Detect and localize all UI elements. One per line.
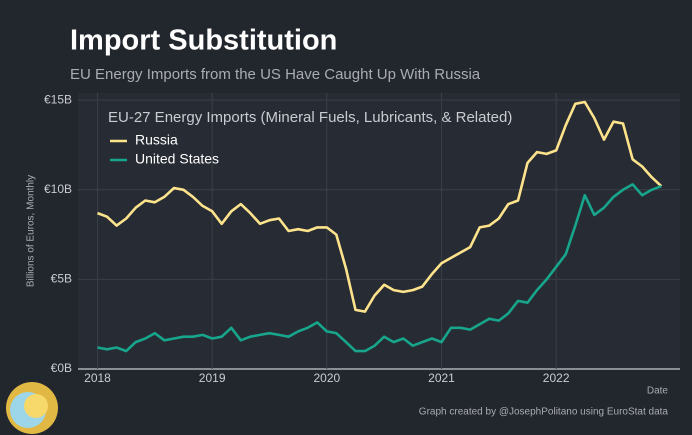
logo [6,382,58,434]
x-tick-label: 2019 [199,371,226,385]
series-line [97,100,663,313]
x-tick-label: 2018 [84,371,111,385]
y-tick-label: €0B [51,361,72,375]
legend-label: United States [135,151,219,167]
series-line [97,183,662,353]
y-tick-label: €5B [51,272,72,286]
x-tick-label: 2021 [428,371,455,385]
plot-area [78,93,680,369]
x-tick-label: 2020 [313,371,340,385]
legend-label: Russia [135,132,178,148]
y-tick-label: €10B [44,182,72,196]
legend-title: EU-27 Energy Imports (Mineral Fuels, Lub… [108,109,512,126]
x-tick-label: 2022 [543,371,570,385]
chart-title: Import Substitution [70,25,337,57]
chart-subtitle: EU Energy Imports from the US Have Caugh… [70,66,481,83]
caption: Graph created by @JosephPolitano using E… [419,407,669,418]
x-axis-label: Date [647,386,669,397]
y-axis-label: Billions of Euros, Monthly [26,175,37,287]
y-tick-label: €15B [44,92,72,106]
